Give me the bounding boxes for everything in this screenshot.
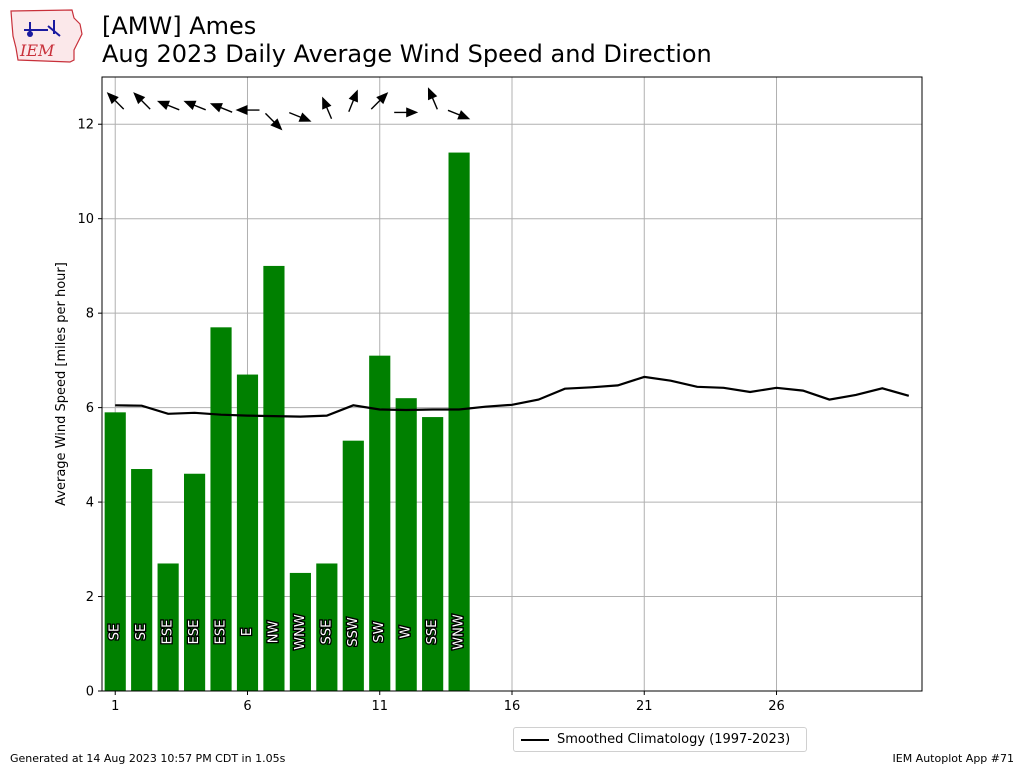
wind-arrow-icon (288, 112, 312, 122)
wind-arrow-icon (264, 112, 283, 131)
app-id: IEM Autoplot App #71 (892, 752, 1015, 765)
arrow-head (298, 112, 312, 122)
legend-line-swatch (521, 738, 549, 741)
y-tick-label: 10 (77, 212, 94, 227)
arrow-head (406, 107, 419, 118)
chart-title: [AMW] Ames (102, 12, 257, 40)
direction-labels: SE SE ESE ESE ESE E NW WNW SSE SSW SW W SSE WNW (106, 613, 467, 651)
bar (104, 412, 126, 691)
arrow-head (322, 96, 332, 110)
wind-symbol-icon (24, 20, 61, 37)
bar (342, 440, 364, 691)
bar (289, 572, 311, 691)
climatology-line (115, 375, 910, 418)
x-tick-label: 16 (504, 699, 521, 714)
x-tick-label: 21 (636, 699, 653, 714)
arrow-head (235, 105, 248, 116)
iowa-outline-icon (10, 9, 83, 63)
x-tick-label: 1 (111, 699, 119, 714)
bar (157, 563, 179, 691)
wind-arrow-icon (235, 105, 260, 116)
chart-subtitle: Aug 2023 Daily Average Wind Speed and Di… (102, 40, 712, 68)
wind-arrow-icon (157, 100, 180, 111)
direction-label: SSE (319, 620, 334, 645)
direction-label: WNW (452, 614, 467, 650)
wind-arrow-icon (133, 92, 151, 110)
wind-arrow-icon (322, 96, 333, 120)
y-tick-label: 0 (86, 685, 94, 700)
wind-arrows (106, 87, 471, 131)
bar (184, 473, 206, 691)
iem-logo: IEM (10, 9, 83, 63)
bar (210, 327, 232, 691)
arrow-head (457, 110, 471, 120)
wind-arrow-icon (348, 89, 358, 113)
direction-label: SW (372, 621, 387, 642)
bar (131, 469, 153, 691)
wind-arrow-icon (209, 103, 233, 113)
direction-label: SSW (346, 617, 361, 647)
arrow-head (376, 92, 389, 105)
wind-arrow-icon (370, 92, 389, 110)
direction-label: W (399, 625, 414, 638)
arrow-head (270, 118, 283, 131)
legend-label: Smoothed Climatology (1997-2023) (557, 732, 791, 747)
bar (263, 265, 285, 691)
x-tick-label: 6 (243, 699, 251, 714)
arrow-head (157, 100, 171, 110)
y-tick-label: 6 (86, 401, 94, 416)
bar (236, 374, 259, 691)
arrow-head (183, 100, 197, 110)
y-tick-label: 4 (86, 496, 94, 511)
bar (448, 152, 470, 692)
direction-label: ESE (214, 620, 229, 645)
bar-series (104, 152, 470, 692)
y-tick-label: 8 (86, 307, 94, 322)
generated-timestamp: Generated at 14 Aug 2023 10:57 PM CDT in… (10, 752, 286, 765)
direction-label: E (240, 628, 255, 636)
direction-label: ESE (187, 620, 202, 645)
wind-arrow-icon (394, 107, 419, 118)
arrow-head (427, 87, 438, 101)
direction-label: SE (134, 624, 149, 640)
wind-arrow-icon (106, 92, 125, 110)
wind-arrow-icon (183, 100, 206, 111)
legend: Smoothed Climatology (1997-2023) (513, 727, 807, 752)
bar (422, 417, 444, 691)
wind-arrow-icon (427, 87, 438, 110)
direction-label: SSE (425, 620, 440, 645)
direction-label: ESE (161, 620, 176, 645)
arrow-head (106, 92, 119, 105)
bar (369, 355, 391, 691)
x-tick-label: 26 (768, 699, 785, 714)
arrow-head (209, 103, 223, 113)
arrow-head (348, 89, 358, 103)
x-tick-label: 11 (371, 699, 388, 714)
logo-text: IEM (19, 41, 55, 60)
wind-arrow-icon (447, 109, 471, 120)
y-tick-label: 12 (77, 118, 94, 133)
arrow-head (133, 92, 146, 105)
direction-label: SE (108, 624, 123, 640)
bar (316, 563, 338, 691)
y-axis-label: Average Wind Speed [miles per hour] (54, 262, 69, 506)
y-tick-label: 2 (86, 590, 94, 605)
direction-label: NW (266, 621, 281, 644)
direction-label: WNW (293, 614, 308, 650)
bar (395, 398, 417, 691)
